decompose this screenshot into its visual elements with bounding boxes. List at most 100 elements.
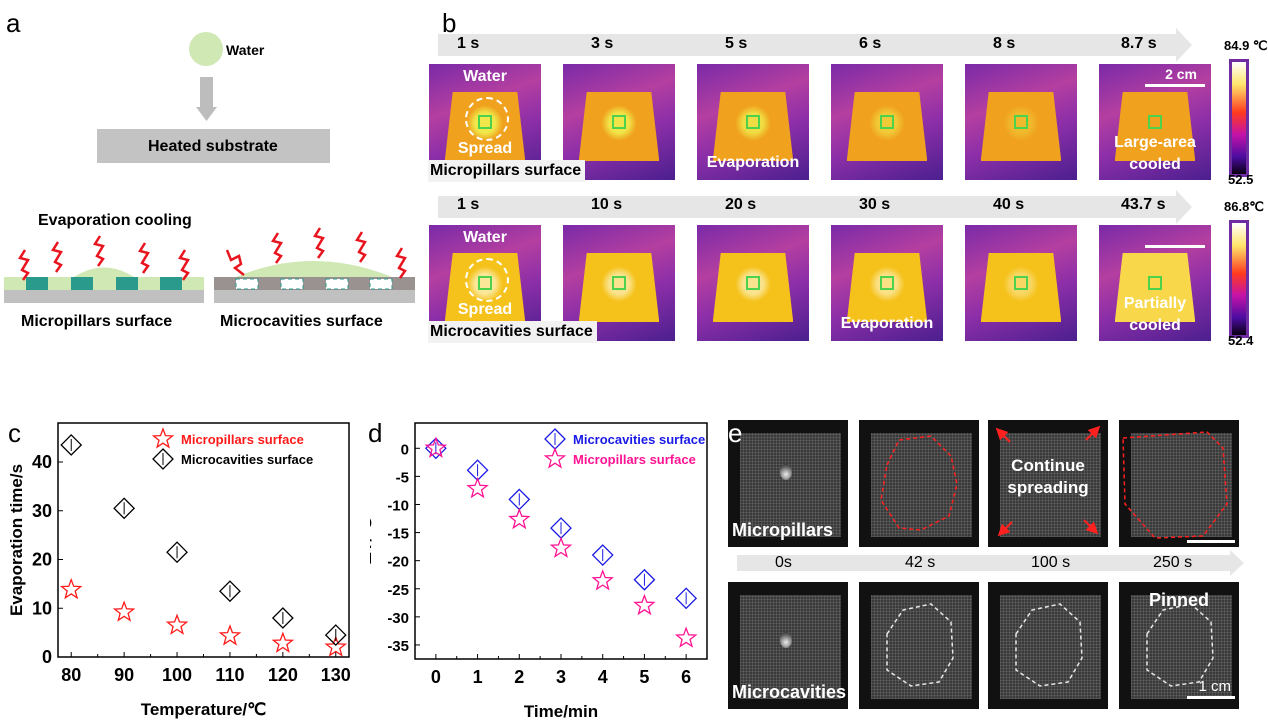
cavity-substrate-base (214, 290, 415, 303)
time-label: 1 s (457, 35, 480, 52)
colorbar-row2 (1229, 220, 1249, 338)
wetting-outline (880, 435, 958, 531)
y-tick-label: -35 (387, 638, 409, 655)
down-arrow-shaft (200, 77, 213, 107)
time-label: 43.7 s (1121, 196, 1166, 213)
droplet (780, 632, 792, 648)
water-outline (465, 97, 509, 142)
micropillars (26, 277, 182, 290)
droplet-photo (988, 582, 1108, 709)
target-marker-icon (880, 276, 894, 290)
frame-annotation: Partially (1123, 295, 1187, 312)
scale-bar (1145, 245, 1205, 248)
water-outline (465, 258, 509, 303)
panel-a-schematic (4, 32, 415, 303)
colorbar-min-row2: 52.4 (1228, 333, 1254, 348)
y-tick-label: -15 (387, 526, 409, 543)
frame-annotation: Water (463, 68, 507, 85)
data-point (508, 507, 531, 530)
target-marker-icon (746, 276, 760, 290)
y-tick-label: 30 (32, 501, 52, 521)
x-tick-label: 2 (514, 667, 524, 687)
timeline-arrow-row2 (438, 190, 1192, 224)
data-point (112, 600, 136, 622)
cavity-top-layer (214, 277, 415, 290)
time-label: 8.7 s (1121, 35, 1157, 52)
target-marker-icon (612, 276, 626, 290)
evaporation-cooling-label: Evaporation cooling (38, 212, 192, 229)
x-tick-label: 5 (639, 667, 649, 687)
target-marker-icon (880, 115, 894, 129)
target-marker-icon (746, 115, 760, 129)
data-point (466, 476, 489, 499)
x-tick-label: 110 (215, 665, 244, 685)
data-point (633, 568, 656, 591)
x-tick-label: 120 (268, 665, 298, 685)
thermal-frame (831, 64, 943, 180)
frame-annotation: Spread (457, 140, 513, 157)
data-point (165, 613, 189, 635)
frame-annotation: cooled (1129, 317, 1181, 334)
series-micropillars-surface (59, 577, 348, 657)
water-droplet (189, 32, 223, 66)
droplet-photo: Pinned 1 cm (1119, 582, 1239, 709)
thermal-frame (965, 64, 1077, 180)
x-tick-label: 0 (431, 667, 441, 687)
x-tick-label: 130 (321, 665, 351, 685)
spreading-arrow-icon (1085, 425, 1101, 441)
micropillars-surface-label: Micropillars surface (428, 160, 586, 182)
data-point (324, 624, 347, 646)
e-time-3: 250 s (1153, 554, 1193, 571)
wetting-outline (1122, 431, 1228, 539)
colorbar-row1 (1229, 59, 1249, 177)
continue-spreading-label: Continue (1011, 456, 1085, 475)
frame-annotation: Large-area (1114, 134, 1196, 151)
thermal-frame: Water Spread (429, 64, 541, 180)
wetting-outline (886, 603, 954, 687)
target-marker-icon (1014, 115, 1028, 129)
time-label: 6 s (859, 35, 882, 52)
x-axis-label: Time/min (524, 702, 598, 721)
legend-label: Microcavities surface (181, 452, 313, 467)
time-label: 5 s (725, 35, 748, 52)
frame-annotation: Evaporation (840, 315, 934, 332)
data-point (218, 624, 242, 646)
data-point (424, 436, 448, 458)
droplet (780, 464, 792, 480)
pinned-label: Pinned (1148, 590, 1209, 610)
data-point (324, 635, 348, 657)
e-time-1: 42 s (905, 554, 936, 571)
scale-bar (1187, 540, 1235, 543)
wetting-outline (1146, 603, 1214, 687)
frame-annotation: Spread (457, 301, 513, 318)
thermal-frame: Large-area cooled 2 cm (1099, 64, 1211, 180)
thermal-frame: Partially cooled (1099, 225, 1211, 341)
droplet-photo: Microcavities (728, 582, 848, 709)
cavity-water-drop (236, 261, 392, 277)
panel-label-e: e (728, 418, 743, 448)
pillar-substrate-base (4, 290, 204, 303)
data-point (271, 607, 294, 629)
surface-label: Microcavities (732, 682, 847, 702)
x-tick-label: 3 (556, 667, 566, 687)
wetting-outline (1015, 603, 1083, 687)
continue-spreading-label: spreading (1007, 478, 1089, 497)
pillar-water-drop (74, 267, 134, 277)
data-point (591, 544, 614, 566)
series-micropillars-surface (424, 436, 698, 648)
time-label: 8 s (993, 35, 1016, 52)
surface-label: Micropillars (732, 520, 834, 540)
scale-bar (1145, 84, 1205, 87)
legend-marker (152, 448, 174, 470)
y-axis-label: ΔT/℃ (370, 518, 375, 564)
time-label: 1 s (457, 196, 480, 213)
legend-label: Micropillars surface (573, 452, 696, 467)
microcavities-caption: Microcavities surface (220, 313, 383, 330)
scale-bar (1187, 696, 1235, 699)
pillar-water-film (4, 277, 204, 290)
colorbar-max-row2: 86.8℃ (1224, 199, 1264, 214)
microcavities (235, 278, 393, 290)
legend-label: Micropillars surface (181, 432, 304, 447)
e-time-0: 0s (775, 554, 792, 571)
spreading-arrow-icon (1083, 519, 1099, 535)
